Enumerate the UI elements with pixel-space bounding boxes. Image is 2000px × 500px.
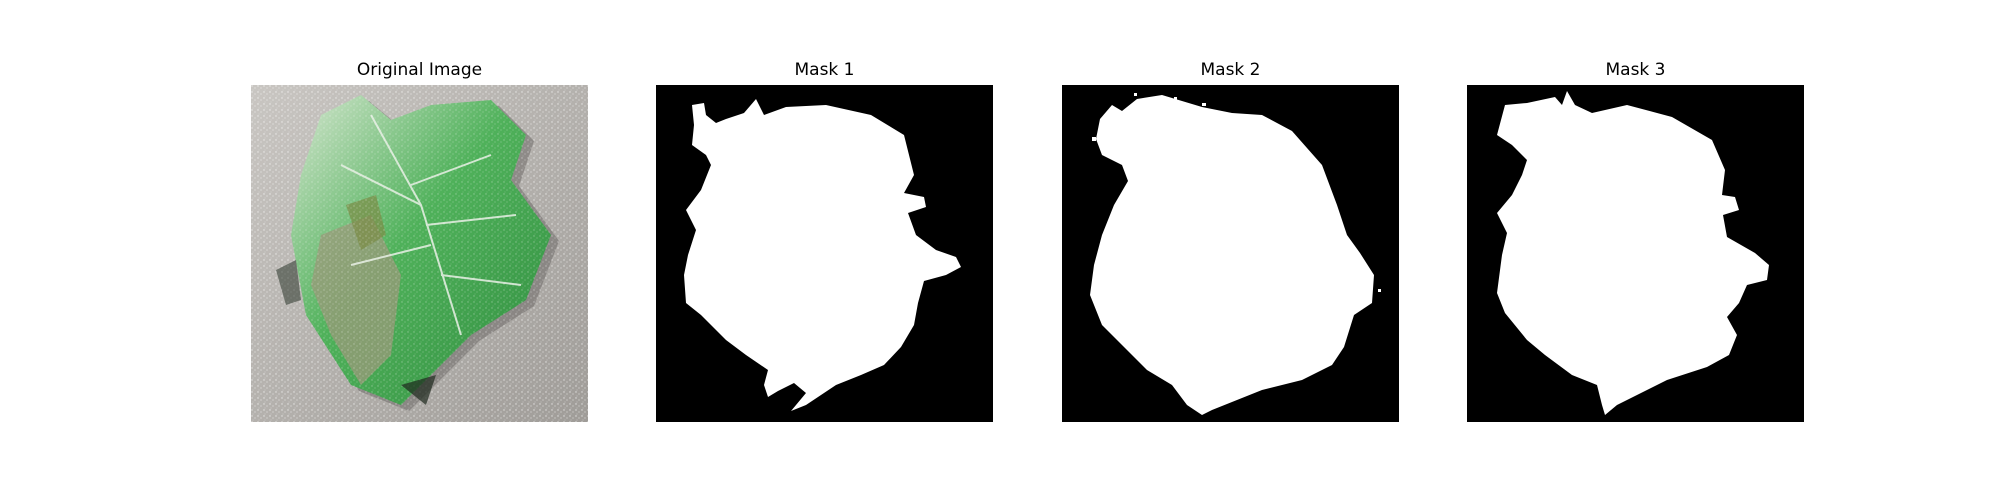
leaf-photo <box>251 85 588 422</box>
mask-3-panel <box>1467 85 1804 422</box>
mask-1-panel <box>656 85 993 422</box>
mask-2-image <box>1062 85 1399 422</box>
mask-2-region <box>1090 95 1374 415</box>
mask-2-panel <box>1062 85 1399 422</box>
mask-1-region <box>684 99 961 411</box>
mask-2-title: Mask 2 <box>1200 60 1261 80</box>
mask-3-title: Mask 3 <box>1605 60 1666 80</box>
mask-1-image <box>656 85 993 422</box>
mask-3-region <box>1497 91 1769 415</box>
mask-1-title: Mask 1 <box>794 60 855 80</box>
original-image-title: Original Image <box>356 60 483 80</box>
original-image-panel <box>251 85 588 422</box>
mask-3-image <box>1467 85 1804 422</box>
